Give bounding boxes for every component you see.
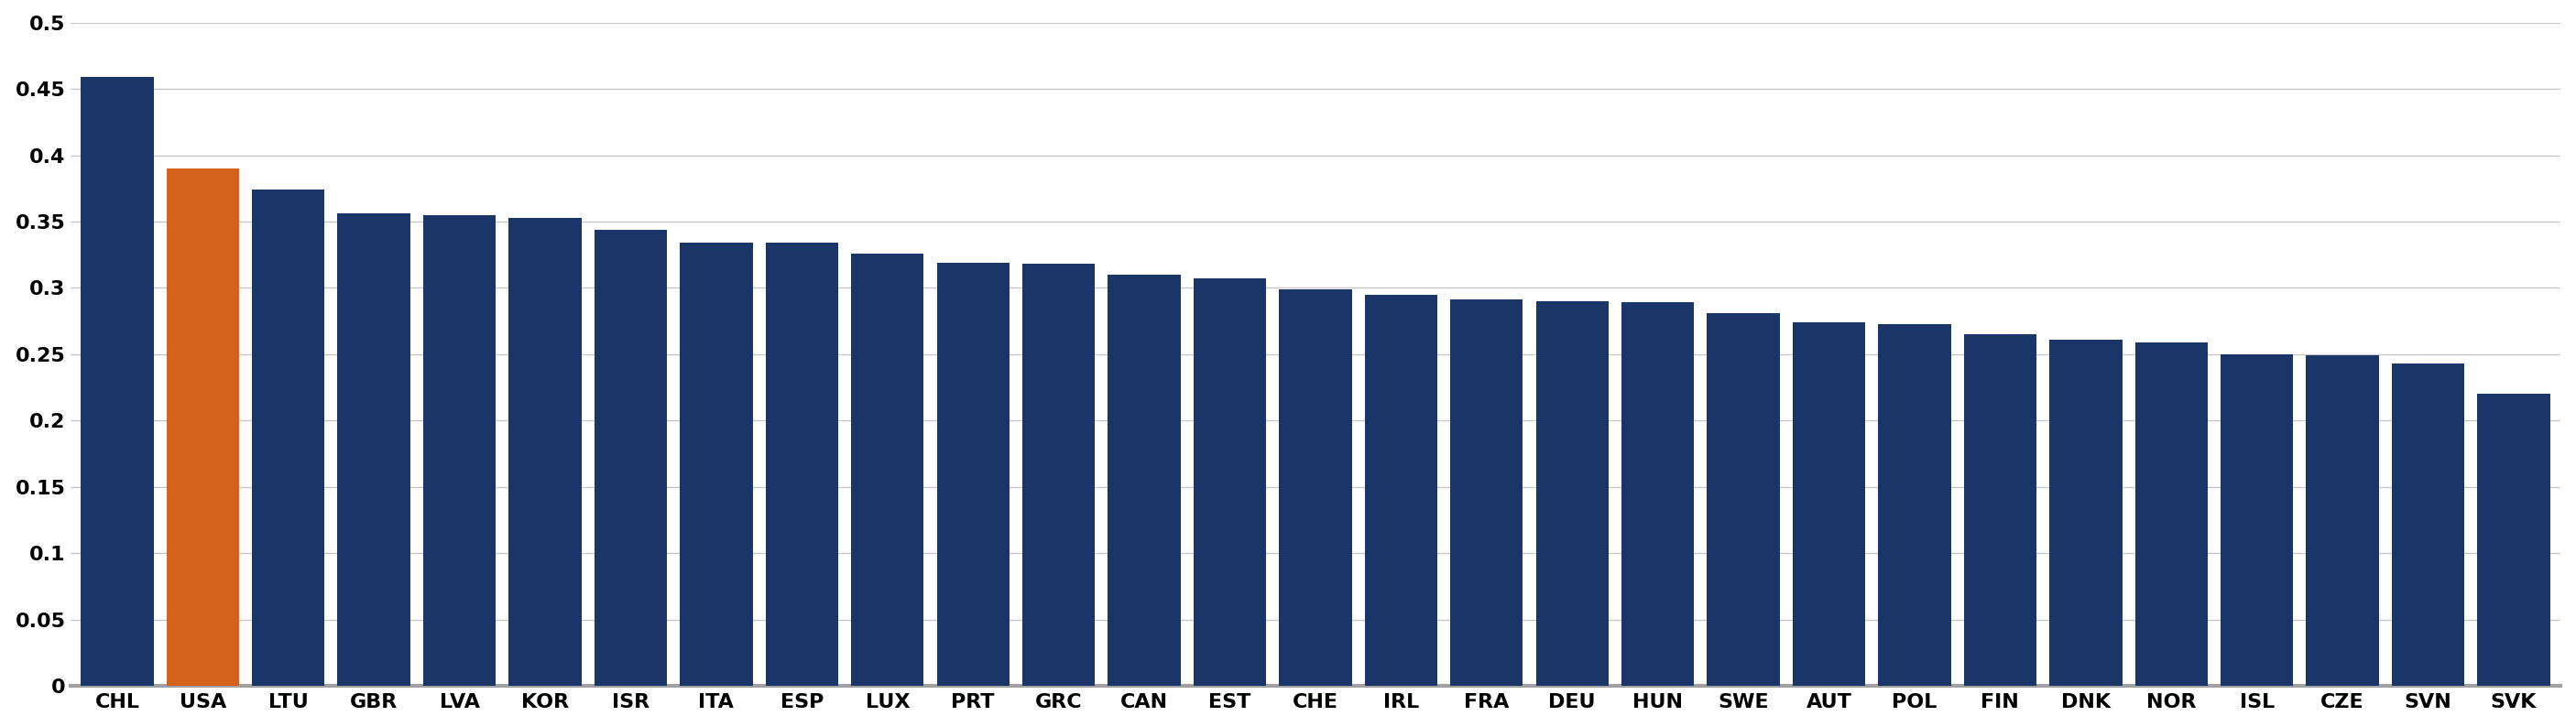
Bar (2391, 364, 2465, 686)
Bar (2050, 340, 2123, 686)
Bar (1365, 294, 1437, 686)
Bar (1535, 301, 1607, 686)
Bar (2136, 342, 2208, 686)
Bar (337, 214, 410, 686)
Bar (1280, 289, 1352, 686)
Bar (1963, 334, 2038, 686)
Bar (850, 254, 925, 686)
Bar (422, 215, 497, 686)
Bar (167, 169, 240, 686)
Bar (1023, 264, 1095, 686)
Bar (1708, 313, 1780, 686)
Bar (680, 243, 752, 686)
Bar (1450, 300, 1522, 686)
Bar (2478, 394, 2550, 686)
Bar (80, 77, 155, 686)
Bar (765, 243, 837, 686)
Bar (1878, 324, 1950, 686)
Bar (252, 190, 325, 686)
Bar (1620, 302, 1695, 686)
Bar (595, 230, 667, 686)
Bar (1108, 275, 1180, 686)
Bar (507, 217, 582, 686)
Bar (1193, 278, 1267, 686)
Bar (1793, 322, 1865, 686)
Bar (2221, 354, 2293, 686)
Bar (938, 262, 1010, 686)
Bar (2306, 356, 2378, 686)
